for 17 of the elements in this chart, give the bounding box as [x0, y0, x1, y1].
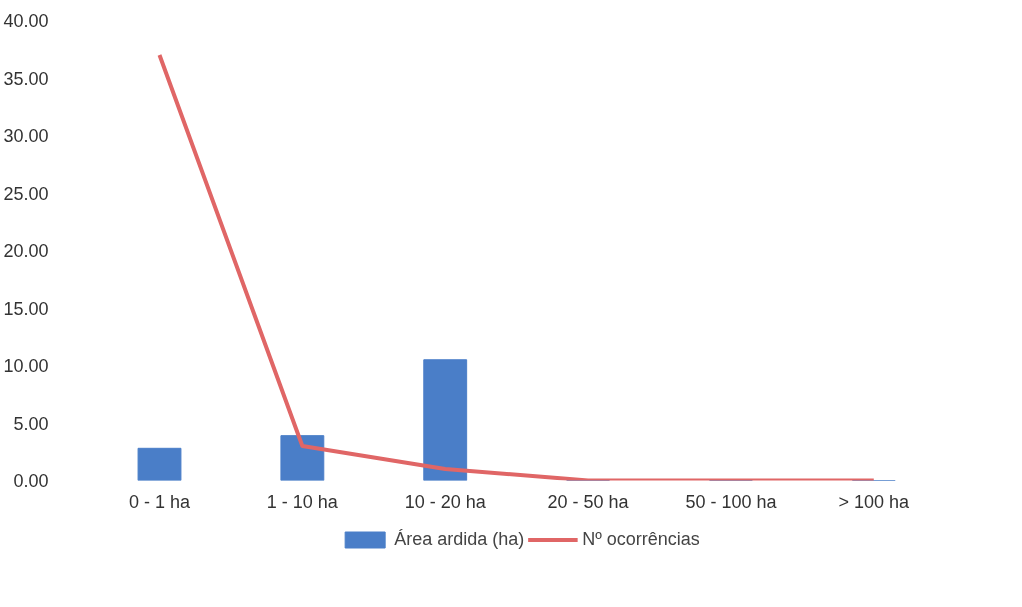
- y-tick-label: 35.00: [3, 68, 49, 89]
- y-tick-label: 40.00: [3, 11, 49, 31]
- y-tick-label: 0.00: [13, 471, 49, 491]
- legend-label: Nº ocorrências: [582, 528, 700, 550]
- x-tick-label: 10 - 20 ha: [404, 491, 487, 512]
- y-tick-label: 5.00: [13, 413, 49, 434]
- x-tick-label: 20 - 50 ha: [547, 491, 630, 512]
- y-tick-label: 25.00: [3, 183, 49, 204]
- y-tick-label: 30.00: [3, 126, 49, 146]
- x-tick-label: 1 - 10 ha: [266, 491, 339, 512]
- x-tick-label: 0 - 1 ha: [128, 491, 192, 512]
- x-tick-label: > 100 ha: [838, 491, 911, 512]
- y-tick-label: 10.00: [3, 356, 49, 376]
- x-tick-label: 50 - 100 ha: [685, 491, 778, 512]
- y-tick-label: 20.00: [3, 241, 49, 261]
- legend-label: Área ardida (ha): [394, 528, 525, 550]
- y-tick-label: 15.00: [3, 298, 49, 319]
